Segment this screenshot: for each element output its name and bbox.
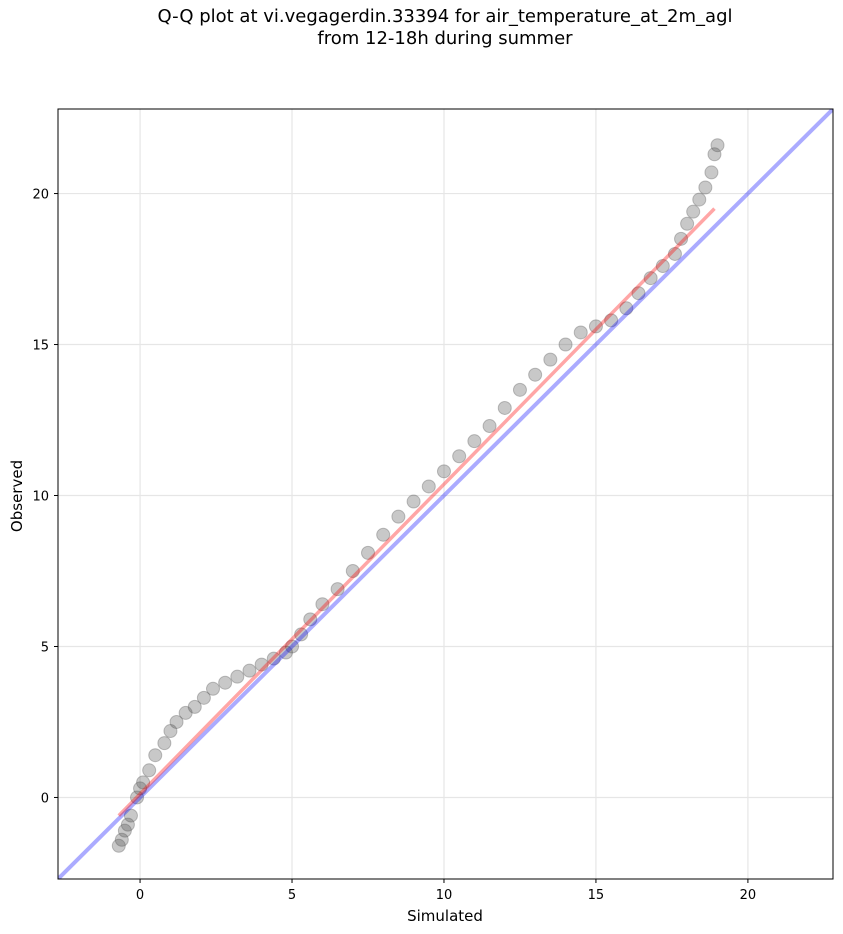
x-tick-label: 10 <box>436 888 453 903</box>
plot-marks <box>58 109 833 879</box>
qq-point <box>631 286 646 301</box>
qq-point <box>178 705 193 720</box>
y-tick-label: 15 <box>32 339 49 354</box>
x-tick-label: 5 <box>288 888 296 903</box>
qq-point <box>361 545 375 560</box>
grid-lines <box>58 109 833 879</box>
qq-point <box>674 231 689 246</box>
qq-point <box>330 582 345 597</box>
chart-title-line1: Q-Q plot at vi.vegagerdin.33394 for air_… <box>157 6 733 27</box>
x-tick-label: 20 <box>740 888 757 903</box>
qq-point <box>278 645 293 660</box>
qq-point <box>148 748 163 763</box>
qq-point <box>133 781 148 796</box>
qq-point <box>376 527 391 542</box>
plot-frame <box>57 108 834 880</box>
qq-point <box>130 790 145 805</box>
qq-point <box>345 564 360 578</box>
qq-point <box>114 832 129 847</box>
qq-point <box>120 817 135 832</box>
x-tick-label: 15 <box>588 888 605 903</box>
qq-point <box>303 612 318 627</box>
chart-title: Q-Q plot at vi.vegagerdin.33394 for air_… <box>0 6 843 50</box>
qq-point <box>543 352 558 367</box>
qq-point <box>218 675 233 690</box>
chart-title-line2: from 12-18h during summer <box>317 28 573 49</box>
qq-point <box>421 479 436 494</box>
qq-point <box>604 313 619 328</box>
qq-point <box>588 319 603 334</box>
qq-point <box>558 337 573 352</box>
qq-point <box>187 699 202 714</box>
qq-point <box>573 325 588 340</box>
qq-point <box>136 775 151 790</box>
y-axis-label: Observed <box>8 460 26 532</box>
y-tick-label: 5 <box>41 640 49 655</box>
qq-point <box>254 657 269 672</box>
qq-point <box>680 216 695 231</box>
qq-point <box>142 763 157 778</box>
qq-point <box>266 651 281 666</box>
qq-point <box>123 808 138 823</box>
x-axis-label: Simulated <box>407 907 483 925</box>
qq-point <box>391 509 406 524</box>
axis-ticks: 0 5 10 15 20 0 5 10 15 20 <box>32 188 756 903</box>
qq-point <box>111 838 126 853</box>
qq-point <box>686 204 701 219</box>
qq-point <box>698 180 713 195</box>
qq-point <box>294 627 309 642</box>
identity-line <box>58 109 833 879</box>
qq-point <box>242 663 257 678</box>
qq-point <box>315 597 330 612</box>
qq-point <box>482 419 497 434</box>
qq-point <box>206 681 220 696</box>
qq-point <box>163 724 178 739</box>
fit-line <box>117 207 716 817</box>
qq-point <box>497 400 512 415</box>
qq-point <box>707 147 722 162</box>
qq-point <box>619 301 634 316</box>
qq-point <box>196 690 211 705</box>
y-tick-label: 10 <box>32 490 49 505</box>
qq-point <box>512 382 527 397</box>
y-tick-label: 20 <box>32 188 49 203</box>
qq-point <box>117 823 132 838</box>
qq-point <box>452 449 467 464</box>
qq-point <box>467 434 482 449</box>
qq-point <box>704 165 719 180</box>
qq-point <box>692 192 707 207</box>
x-tick-label: 0 <box>136 888 144 903</box>
qq-point <box>406 494 421 509</box>
qq-point <box>643 271 658 286</box>
qq-point <box>169 714 184 729</box>
qq-point <box>285 639 300 654</box>
qq-point <box>157 736 172 751</box>
qq-point <box>230 669 245 684</box>
qq-point <box>667 246 682 261</box>
y-tick-label: 0 <box>41 791 49 806</box>
qq-point <box>528 367 543 382</box>
qq-point <box>436 464 451 479</box>
qq-point <box>655 259 670 274</box>
qq-point <box>710 138 725 153</box>
